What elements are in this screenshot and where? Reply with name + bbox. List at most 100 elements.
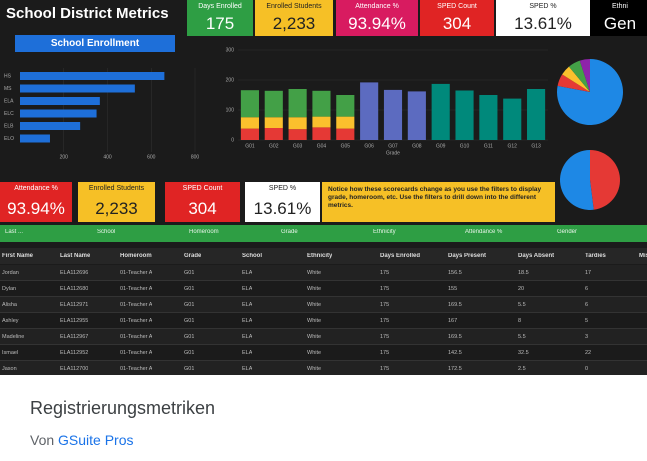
kpi-value: 93.94%	[348, 14, 406, 33]
kpi-label: Attendance %	[355, 3, 399, 10]
column-header: Days Enrolled	[380, 253, 421, 259]
table-cell: 142.5	[448, 350, 462, 356]
x-tick-label: G03	[293, 143, 303, 149]
y-tick-label: 0	[231, 137, 234, 143]
table-row: Dylan ELA112680 01-Teacher A G01 ELA White 175…	[0, 281, 647, 297]
bar-segment	[503, 98, 522, 140]
filter-control: School	[97, 229, 116, 235]
table-cell: 22	[585, 350, 592, 356]
x-tick-label: G05	[341, 143, 351, 149]
table-cell: 01-Teacher A	[120, 318, 153, 324]
kpi-card: Attendance % 93.94%	[336, 0, 418, 36]
x-tick-label: G10	[460, 143, 470, 149]
bar-segment	[240, 90, 259, 118]
pie-slice	[568, 60, 590, 92]
y-tick-label: HS	[4, 73, 12, 79]
table-row: Ashley ELA112955 01-Teacher A G01 ELA White 17…	[0, 313, 647, 329]
scorecard-label: Enrolled Students	[88, 185, 145, 192]
kpi-label: SPED %	[529, 3, 557, 10]
filter-control: Ethnicity	[373, 229, 396, 235]
table-row: Ismael ELA112952 01-Teacher A G01 ELA White 17…	[0, 345, 647, 361]
kpi-label: Ethni	[612, 3, 628, 10]
table-cell: 01-Teacher A	[120, 302, 153, 308]
x-tick-label: 600	[147, 154, 156, 160]
filter-control: Homeroom	[189, 229, 219, 235]
kpi-card: Days Enrolled 175	[187, 0, 253, 36]
y-tick-label: ELB	[4, 123, 14, 129]
table-row: Alisha ELA112971 01-Teacher A G01 ELA White 17…	[0, 297, 647, 313]
scorecard-label: SPED Count	[182, 185, 223, 192]
x-tick-label: G04	[317, 143, 327, 149]
scorecard: Attendance % 93.94%	[0, 182, 72, 222]
table-cell: White	[307, 334, 322, 340]
bar-segment	[336, 116, 355, 129]
scorecard-label: Attendance %	[14, 185, 58, 192]
author-link[interactable]: GSuite Pros	[58, 432, 134, 448]
pie-slice	[590, 150, 620, 210]
filter-control: Last ...	[5, 229, 24, 235]
table-cell: White	[307, 302, 322, 308]
dashboard-screenshot: School District Metrics School Enrollmen…	[0, 0, 647, 375]
column-header: Homeroom	[120, 253, 152, 259]
y-tick-label: 300	[226, 47, 235, 53]
table-cell: ELA	[242, 350, 253, 356]
card-title: Registrierungsmetriken	[30, 398, 216, 418]
table-row: Jordan ELA112696 01-Teacher A G01 ELA White 17…	[0, 265, 647, 281]
table-cell: White	[307, 286, 322, 292]
kpi-value: 304	[442, 14, 472, 33]
table-cell: ELA	[242, 318, 253, 324]
column-header: Tardies	[585, 253, 606, 259]
table-cell: 169.5	[448, 302, 462, 308]
y-tick-label: ELO	[4, 136, 14, 142]
x-tick-label: G08	[412, 143, 422, 149]
y-tick-label: 100	[226, 107, 235, 113]
table-cell: G01	[184, 270, 195, 276]
table-cell: G01	[184, 286, 195, 292]
bar-segment	[312, 127, 331, 140]
table-cell: 175	[380, 334, 390, 340]
table-cell: 0	[585, 366, 589, 372]
bar-segment	[527, 89, 546, 140]
column-header: Ethnicity	[307, 253, 333, 259]
table-cell: 2.5	[518, 366, 526, 372]
table-cell: Madeline	[2, 334, 25, 340]
kpi-value: 2,233	[272, 14, 316, 33]
table-cell: ELA	[242, 366, 253, 372]
x-tick-label: 200	[60, 154, 69, 160]
table-cell: G01	[184, 350, 195, 356]
axis-label: Grade	[386, 150, 400, 156]
table-cell: G01	[184, 366, 195, 372]
filter-control: Gender	[557, 229, 578, 235]
bar-segment	[264, 90, 283, 118]
x-tick-label: G13	[531, 143, 541, 149]
y-tick-label: 200	[226, 77, 235, 83]
scorecard-value: 304	[188, 199, 217, 218]
table-cell: 01-Teacher A	[120, 350, 153, 356]
bar-segment	[360, 82, 379, 140]
table-cell: 175	[380, 318, 390, 324]
table-cell: 6	[585, 302, 589, 308]
table-cell: 6	[585, 286, 589, 292]
table-cell: ELA	[242, 302, 253, 308]
by-label: Von	[30, 432, 55, 448]
kpi-label: Days Enrolled	[198, 3, 242, 10]
table-cell: White	[307, 350, 322, 356]
bar-segment	[288, 129, 307, 140]
column-header: Grade	[184, 253, 202, 259]
bar-segment	[312, 116, 331, 128]
filter-bar: Last ... School Homeroom Grade Ethnicity Atte…	[0, 225, 647, 242]
table-cell: 175	[380, 366, 390, 372]
bar-segment	[264, 117, 283, 128]
kpi-card: Ethni Gen	[590, 0, 647, 36]
kpi-label: SPED Count	[437, 3, 477, 10]
scorecard-value: 2,233	[95, 199, 138, 218]
bar	[20, 122, 81, 130]
x-tick-label: G06	[364, 143, 374, 149]
bar-segment	[288, 89, 307, 118]
section-title: School Enrollment	[15, 35, 175, 52]
table-cell: 8	[518, 318, 522, 324]
table-cell: 5.5	[518, 302, 526, 308]
table-cell: ELA112696	[60, 270, 89, 276]
bar-segment	[288, 117, 307, 130]
column-header: School	[242, 253, 263, 259]
